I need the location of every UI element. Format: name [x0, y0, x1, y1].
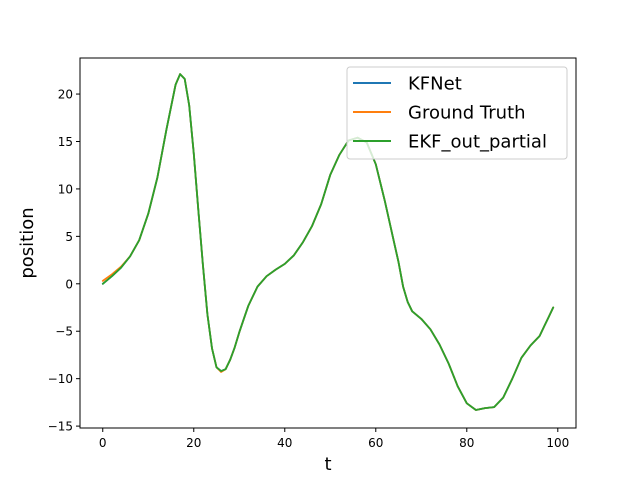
- y-tick-label: −10: [48, 372, 73, 386]
- legend: KFNet Ground Truth EKF_out_partial: [346, 66, 568, 160]
- x-tick-label: 40: [277, 436, 292, 450]
- x-tick-label: 0: [99, 436, 107, 450]
- y-tick-label: 0: [65, 277, 73, 291]
- y-tick-label: 15: [58, 135, 73, 149]
- y-tick-label: 5: [65, 230, 73, 244]
- legend-label: Ground Truth: [408, 103, 526, 124]
- y-tick-label: 10: [58, 182, 73, 196]
- y-axis-label: position: [17, 207, 38, 278]
- y-tick-label: 20: [58, 88, 73, 102]
- series-layer: [101, 73, 555, 411]
- legend-label: EKF_out_partial: [408, 132, 547, 153]
- series-line-2: [101, 73, 555, 411]
- y-ticks: −15 −10 −5 0 5 10 15 20: [48, 88, 80, 434]
- y-tick-label: −5: [55, 325, 73, 339]
- legend-box: [346, 66, 568, 160]
- legend-label: KFNet: [408, 74, 462, 95]
- x-tick-label: 60: [368, 436, 383, 450]
- x-ticks: 0 20 40 60 80 100: [99, 428, 569, 450]
- x-tick-label: 80: [459, 436, 474, 450]
- x-axis-label: t: [324, 454, 331, 475]
- x-tick-label: 100: [546, 436, 569, 450]
- x-tick-label: 20: [186, 436, 201, 450]
- y-tick-label: −15: [48, 420, 73, 434]
- axes-frame: [79, 57, 577, 429]
